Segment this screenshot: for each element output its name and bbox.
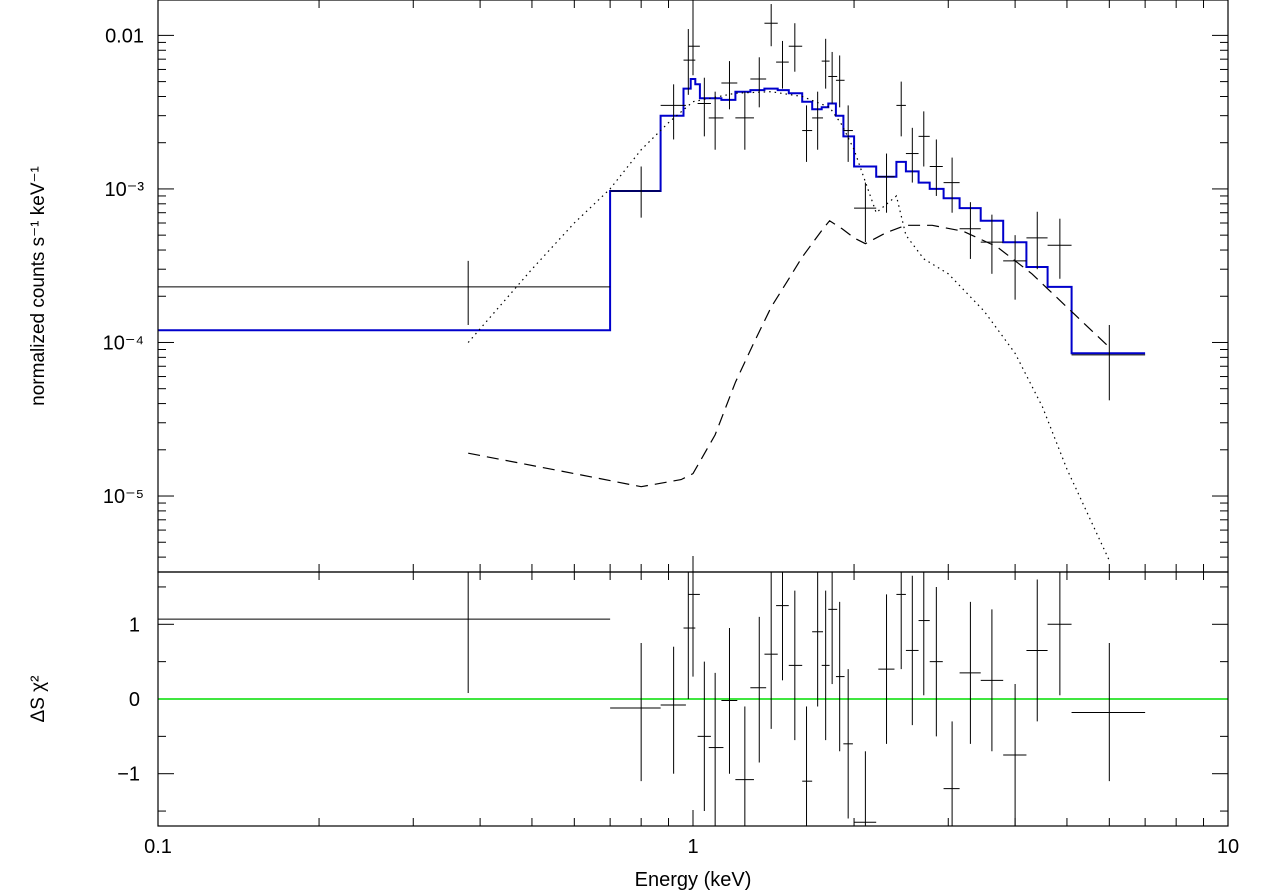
bottom-panel-y-axis-label: ΔS χ² [28,676,49,723]
data-point [1026,211,1048,270]
data-point [158,260,611,325]
data-point [750,57,767,108]
data-point [660,84,686,140]
data-point [854,182,877,243]
residual-point [828,572,838,685]
dotted-model-component [467,91,1110,561]
top-panel: 0.01 10⁻³ 10⁻⁴ 10⁻⁵ normalized counts s⁻¹ k… [28,0,1229,573]
data-point [788,23,803,72]
data-point [821,38,830,89]
y-tick-label: −1 [117,764,140,786]
y-tick-label: 0.01 [105,25,144,47]
data-point [1071,324,1146,401]
dashed-model-component [468,220,1110,488]
data-point [943,157,960,213]
x-tick-label: 10 [1217,836,1239,858]
residual-point [1047,572,1072,696]
residual-point [750,616,767,763]
data-point [697,77,711,137]
residual-point [610,642,661,782]
residual-point [980,609,1004,752]
residual-point [1003,684,1027,826]
residual-point [878,594,895,744]
top-panel-data-points [158,4,1146,401]
data-point [896,81,906,137]
residual-point [721,628,738,774]
residual-point [697,661,711,812]
top-panel-y-tick-labels: 0.01 10⁻³ 10⁻⁴ 10⁻⁵ [103,25,145,508]
residual-point [688,572,700,677]
data-point [688,4,700,76]
bottom-panel: 10−1 0.1 1 10 ΔS χ² Energy (keV) [28,571,1239,891]
y-tick-label: 10⁻³ [105,179,145,201]
data-point [828,51,838,104]
residual-point [959,601,981,744]
residual-point [708,672,724,826]
residual-point [896,572,906,670]
residual-point [788,590,803,741]
data-point [843,105,853,162]
residual-point [802,706,813,826]
residual-point [943,721,960,826]
data-point [1003,235,1027,300]
y-tick-label: 10⁻⁴ [103,332,144,354]
data-point [980,214,1004,274]
bottom-panel-residual-points [158,572,1146,826]
residual-point [821,590,830,741]
data-point [918,111,930,167]
residual-point [854,751,877,826]
data-point [610,166,661,218]
x-tick-label: 1 [687,836,698,858]
data-point [721,61,738,110]
residual-point [735,706,754,826]
data-point [708,91,724,150]
data-point [959,202,981,259]
y-tick-label: 0 [129,689,140,711]
data-point [835,55,845,108]
bottom-panel-frame [157,571,1229,827]
residual-point [764,572,778,729]
residual-point [776,572,789,681]
x-tick-label: 0.1 [144,836,172,858]
residual-point [835,601,845,752]
bottom-panel-y-tick-labels: 1 0 −1 [117,614,140,785]
y-tick-label: 10⁻⁵ [103,486,144,508]
top-panel-model-curves [158,78,1146,561]
data-point [878,153,895,213]
data-point [812,91,824,150]
residual-point [905,575,919,726]
x-axis-label: Energy (keV) [635,869,752,891]
residual-point [683,572,696,699]
residual-point [158,572,611,694]
residual-point [812,572,824,707]
residual-point [918,572,930,696]
residual-point [843,669,853,819]
y-tick-label: 1 [129,614,140,636]
x-tick-labels: 0.1 1 10 [144,836,1239,858]
data-point [802,105,813,162]
total-model-step-curve [158,78,1146,355]
data-point [929,139,943,196]
residual-point [1071,642,1146,782]
residual-point [660,646,686,774]
data-point [735,91,754,150]
top-panel-y-axis-label: normalized counts s⁻¹ keV⁻¹ [28,166,49,406]
top-panel-ticks [157,0,1228,572]
residual-point [929,586,943,737]
data-point [683,29,696,95]
data-point [1047,218,1072,279]
data-point [905,127,919,183]
data-point [776,40,789,89]
data-point [764,4,778,47]
residual-point [1026,579,1048,722]
